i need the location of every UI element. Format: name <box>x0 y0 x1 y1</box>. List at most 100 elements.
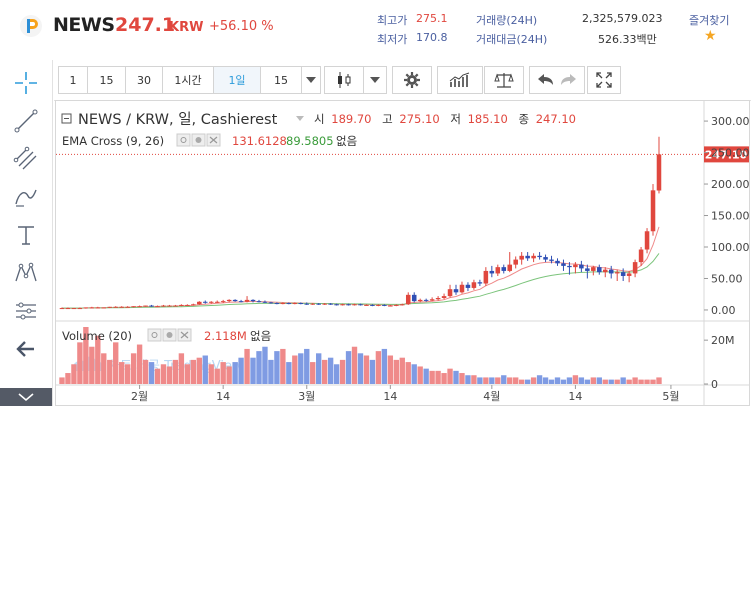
interval-more-button[interactable]: 15 <box>260 66 302 94</box>
last-price-badge <box>704 146 749 163</box>
volume-bar <box>626 379 632 384</box>
low-price-label: 최저가 <box>377 33 408 46</box>
candle <box>197 301 202 305</box>
interval-30m-button[interactable]: 30 <box>125 66 163 94</box>
pattern-icon[interactable] <box>8 258 44 288</box>
volume-bar <box>590 377 596 384</box>
volume-bar <box>310 362 316 384</box>
candles-icon[interactable] <box>324 66 364 94</box>
candle <box>310 303 315 305</box>
volume-bar <box>441 373 447 384</box>
star-icon[interactable]: ★ <box>704 28 717 44</box>
volume-bar <box>483 377 489 384</box>
crosshair-icon[interactable] <box>8 68 44 98</box>
candle <box>614 269 620 281</box>
trendline-icon[interactable] <box>8 106 44 136</box>
candle <box>597 264 602 275</box>
volume-bar <box>83 327 89 384</box>
volume-bar <box>387 355 394 384</box>
collapse-icon[interactable] <box>0 388 52 406</box>
volume-bar <box>298 353 304 384</box>
volume-bar <box>250 357 256 384</box>
candle <box>549 255 554 264</box>
candle <box>131 306 136 308</box>
candle <box>149 304 154 307</box>
back-arrow-icon[interactable] <box>8 334 44 364</box>
volume-bar <box>196 357 202 384</box>
candle <box>89 306 95 309</box>
volume-bar <box>226 366 232 384</box>
candle <box>298 302 304 305</box>
undo-icon[interactable] <box>534 72 580 88</box>
interval-1d-button[interactable]: 1일 <box>213 66 261 94</box>
close-label: 종 <box>518 112 529 126</box>
svg-text:시 189.70 고 2: 시 189.70 고 275.10 저 185.10 종 247.10 <box>314 112 576 126</box>
favorite-label[interactable]: 즐겨찾기 <box>689 14 730 27</box>
chart-container[interactable] <box>55 100 750 406</box>
indicators-icon[interactable] <box>437 66 483 94</box>
volume-bar <box>459 373 465 384</box>
volume-bar <box>220 362 226 384</box>
eye-icon[interactable] <box>176 133 191 147</box>
measure-icon[interactable] <box>8 296 44 326</box>
price-chart[interactable]: 차트 제공 TradingView 247.10 300.00250.00200… <box>56 101 749 405</box>
candle <box>591 265 596 276</box>
price-tick-label: 250.00 <box>711 147 749 160</box>
volume-bar <box>154 368 161 384</box>
brush-icon[interactable] <box>8 182 44 212</box>
interval-1h-button[interactable]: 1시간 <box>162 66 214 94</box>
settings-icon[interactable] <box>392 66 432 94</box>
candle <box>519 252 524 265</box>
volume-eye-icon[interactable] <box>147 328 162 342</box>
interval-1m-button[interactable]: 1 <box>58 66 88 94</box>
interval-dropdown-icon[interactable] <box>301 66 321 94</box>
price-tick-label: 200.00 <box>711 178 749 191</box>
volume-bar <box>632 377 638 384</box>
volume-bar <box>596 377 602 384</box>
volume-bar <box>513 377 519 384</box>
ema-fast-value: 131.6128 <box>232 134 287 148</box>
candle <box>632 259 638 278</box>
volume-bar <box>65 373 71 384</box>
low-label: 저 <box>450 112 461 126</box>
text-icon[interactable] <box>8 220 44 250</box>
volume-bar <box>172 359 179 384</box>
candle <box>525 252 530 261</box>
volume-bar <box>375 351 382 384</box>
volume-axis: 20M 0 <box>704 334 735 391</box>
compare-icon[interactable] <box>484 66 524 94</box>
volume-bar <box>208 364 214 384</box>
volume-bar <box>184 364 191 384</box>
candle <box>405 292 411 305</box>
candle <box>173 304 178 307</box>
volume-name: Volume (20) <box>62 329 132 343</box>
volume-bars <box>59 327 662 384</box>
candle <box>429 297 435 302</box>
price-axis[interactable]: 300.00 250.00 200.00 150.00 100.00 50.00 0.00 <box>704 115 749 317</box>
chart-type-dropdown-icon[interactable] <box>363 66 387 94</box>
volume-bar <box>453 370 459 384</box>
interval-15m-button[interactable]: 15 <box>87 66 126 94</box>
candle <box>316 303 321 305</box>
candle <box>161 304 166 307</box>
candle <box>220 299 226 304</box>
fullscreen-icon[interactable] <box>587 66 621 94</box>
volume-bar <box>399 357 405 384</box>
title-dropdown-icon[interactable] <box>296 116 304 121</box>
candle <box>208 301 214 304</box>
indicator-controls[interactable] <box>176 133 221 147</box>
volume-bar <box>280 348 286 384</box>
time-axis[interactable]: 2월 14 3월 14 4월 14 5월 <box>131 385 679 403</box>
volume-bar <box>554 377 561 384</box>
volume-bar <box>232 362 238 384</box>
candle <box>376 304 381 307</box>
collapse-legend-icon[interactable] <box>61 113 72 124</box>
high-value: 275.10 <box>399 112 439 126</box>
volume-controls[interactable] <box>147 328 192 342</box>
volume-bar <box>638 379 644 384</box>
candle <box>495 264 501 276</box>
candle <box>244 296 250 303</box>
fib-icon[interactable] <box>8 144 44 174</box>
candle <box>274 302 280 305</box>
volume-bar <box>566 377 573 384</box>
